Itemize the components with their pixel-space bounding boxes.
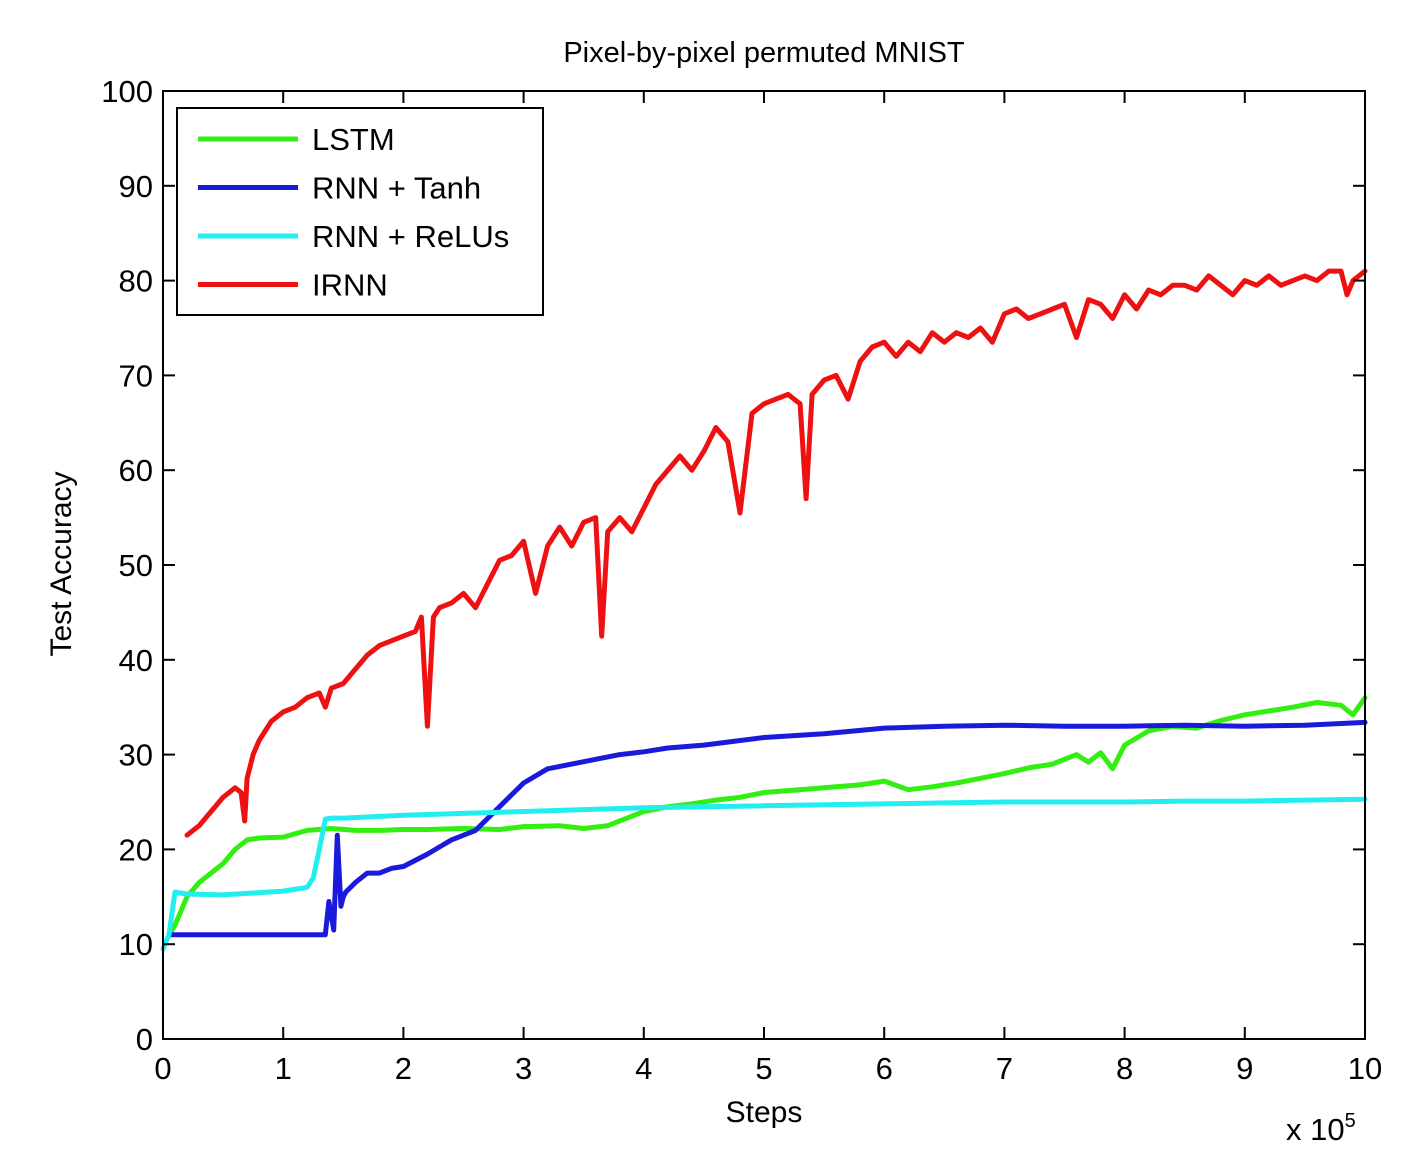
x-tick-label: 1 xyxy=(275,1051,292,1086)
y-tick-label: 40 xyxy=(119,643,153,678)
legend-label: RNN + ReLUs xyxy=(312,219,509,254)
legend-label: LSTM xyxy=(312,122,395,157)
chart-title: Pixel-by-pixel permuted MNIST xyxy=(563,37,965,69)
y-axis-label: Test Accuracy xyxy=(45,471,78,656)
y-tick-label: 70 xyxy=(119,358,153,393)
series-line-irnn xyxy=(184,268,1368,838)
y-tick-label: 100 xyxy=(101,74,153,109)
series-layer xyxy=(160,268,1368,952)
x-tick-label: 6 xyxy=(876,1051,893,1086)
y-tick-label: 10 xyxy=(119,927,153,962)
x-tick-label: 7 xyxy=(996,1051,1013,1086)
x-tick-label: 2 xyxy=(395,1051,412,1086)
series-line-rnn-tanh xyxy=(166,719,1368,938)
x-tick-label: 3 xyxy=(515,1051,532,1086)
legend-label: IRNN xyxy=(312,268,388,303)
x-axis-multiplier-exponent: 5 xyxy=(1345,1110,1356,1132)
y-tick-label: 20 xyxy=(119,832,153,867)
x-tick-label: 0 xyxy=(154,1051,171,1086)
x-axis-multiplier-base: x 10 xyxy=(1286,1112,1345,1147)
legend: LSTM RNN + Tanh RNN + ReLUs IRNN xyxy=(176,107,544,316)
legend-label: RNN + Tanh xyxy=(312,171,481,206)
y-tick-label: 30 xyxy=(119,738,153,773)
y-tick-label: 80 xyxy=(119,264,153,299)
y-tick-label: 0 xyxy=(136,1022,153,1057)
y-tick-label: 60 xyxy=(119,453,153,488)
y-tick-label: 50 xyxy=(119,548,153,583)
x-tick-label: 8 xyxy=(1116,1051,1133,1086)
plot-frame xyxy=(162,90,1366,1040)
x-tick-label: 4 xyxy=(635,1051,652,1086)
x-axis-label: Steps xyxy=(726,1096,803,1129)
x-axis-multiplier: x 105 xyxy=(1286,1110,1356,1147)
x-tick-label: 9 xyxy=(1236,1051,1253,1086)
series-line-rnn-relus xyxy=(160,796,1368,952)
x-tick-label: 5 xyxy=(755,1051,772,1086)
x-tick-label: 10 xyxy=(1348,1051,1382,1086)
y-tick-label: 90 xyxy=(119,169,153,204)
legend-box xyxy=(176,107,544,316)
legend-items: LSTM RNN + Tanh RNN + ReLUs IRNN xyxy=(198,122,509,303)
